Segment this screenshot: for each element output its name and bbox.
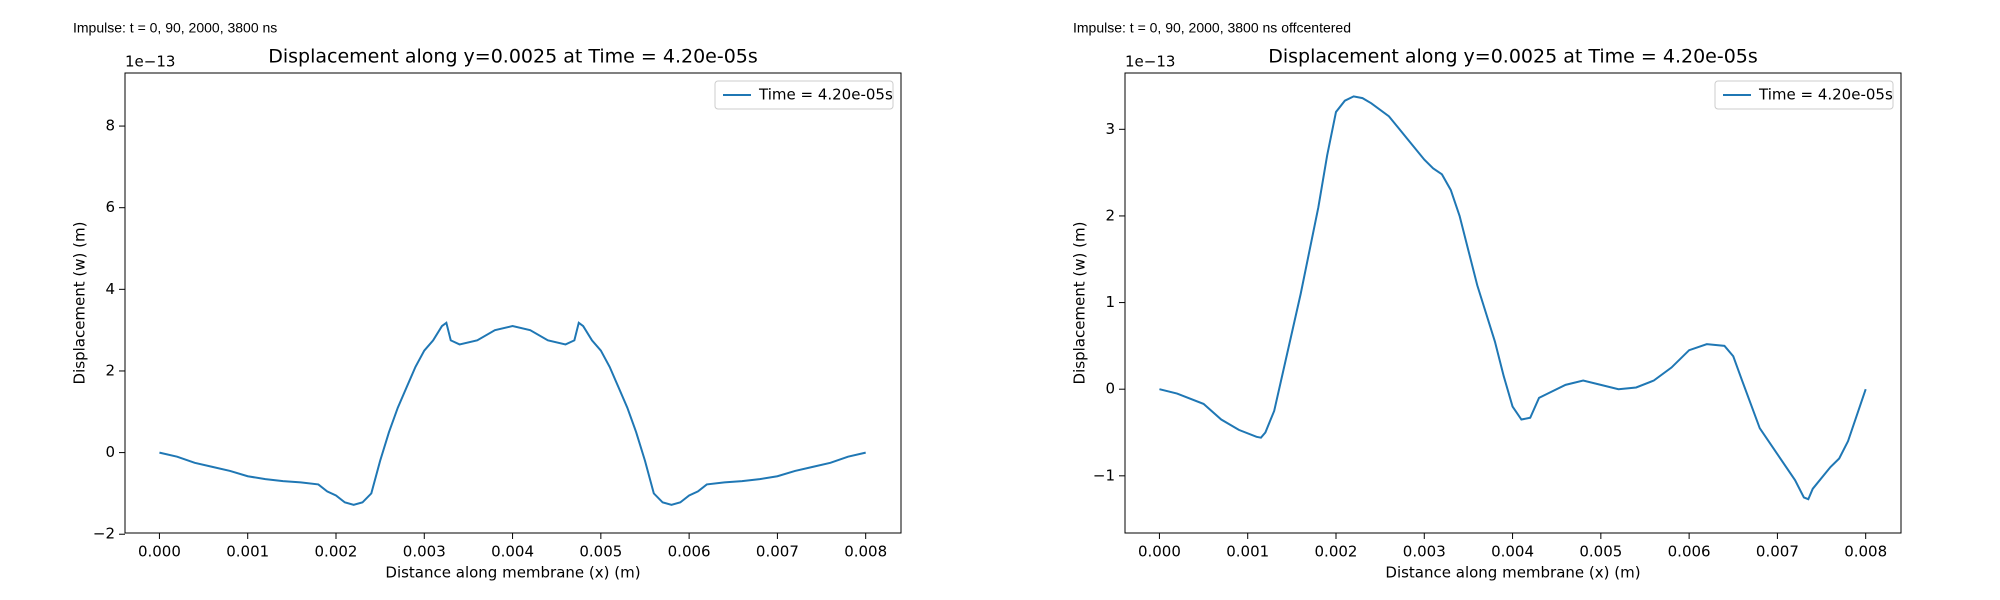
- y-tick-label: −2: [93, 525, 115, 543]
- x-axis-label: Distance along membrane (x) (m): [1385, 564, 1640, 582]
- plot-frame: [124, 72, 902, 534]
- offset-text: 1e−13: [125, 53, 175, 71]
- y-tick-label: 2: [105, 361, 115, 379]
- x-tick-label: 0.007: [1756, 543, 1799, 561]
- y-tick-label: 0: [105, 443, 115, 461]
- y-tick-label: −1: [1093, 466, 1115, 484]
- x-tick-label: 0.000: [138, 543, 181, 561]
- y-tick-label: 2: [1105, 206, 1115, 224]
- annotation: Impulse: t = 0, 90, 2000, 3800 ns: [73, 20, 277, 36]
- offset-text: 1e−13: [1125, 53, 1175, 71]
- x-tick-label: 0.008: [1844, 543, 1887, 561]
- x-axis-label: Distance along membrane (x) (m): [385, 564, 640, 582]
- x-tick-label: 0.001: [226, 543, 269, 561]
- y-axis-label: Displacement (w) (m): [1071, 222, 1089, 385]
- legend-box: [714, 80, 894, 110]
- x-tick-label: 0.006: [1668, 543, 1711, 561]
- data-line: [159, 321, 866, 506]
- x-tick-label: 0.003: [1403, 543, 1446, 561]
- y-tick-label: 6: [105, 198, 115, 216]
- legend-label: Time = 4.20e-05s: [1758, 86, 1893, 104]
- y-tick-label: 0: [1105, 380, 1115, 398]
- y-tick-label: 3: [1105, 120, 1115, 138]
- y-axis-label: Displacement (w) (m): [71, 222, 89, 385]
- x-tick-label: 0.005: [579, 543, 622, 561]
- x-tick-label: 0.003: [403, 543, 446, 561]
- x-tick-label: 0.000: [1138, 543, 1181, 561]
- data-line: [1159, 95, 1867, 501]
- x-tick-label: 0.008: [844, 543, 887, 561]
- x-tick-label: 0.007: [756, 543, 799, 561]
- x-tick-label: 0.005: [1579, 543, 1622, 561]
- annotation: Impulse: t = 0, 90, 2000, 3800 ns offcen…: [1073, 20, 1351, 36]
- x-tick-label: 0.004: [1491, 543, 1534, 561]
- y-tick-label: 4: [105, 280, 115, 298]
- x-tick-label: 0.001: [1226, 543, 1269, 561]
- y-tick-label: 8: [105, 117, 115, 135]
- x-tick-label: 0.004: [491, 543, 534, 561]
- chart-title: Displacement along y=0.0025 at Time = 4.…: [268, 46, 758, 68]
- plot-frame: [1124, 72, 1902, 534]
- x-tick-label: 0.002: [1315, 543, 1358, 561]
- legend-label: Time = 4.20e-05s: [758, 86, 893, 104]
- x-tick-label: 0.002: [315, 543, 358, 561]
- y-tick-label: 1: [1105, 293, 1115, 311]
- chart-title: Displacement along y=0.0025 at Time = 4.…: [1268, 46, 1758, 68]
- legend-box: [1714, 80, 1894, 110]
- x-tick-label: 0.006: [668, 543, 711, 561]
